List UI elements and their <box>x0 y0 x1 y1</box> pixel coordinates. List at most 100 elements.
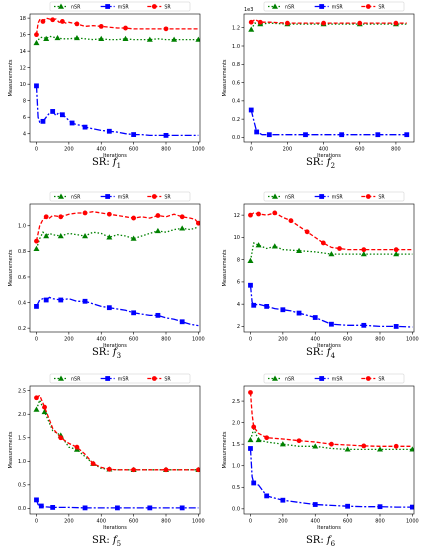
chart-caption: SR: f3 <box>0 347 213 360</box>
series-line-SR <box>249 392 413 447</box>
marker-mSR <box>254 129 260 135</box>
y-tick-label: 18 <box>20 16 26 22</box>
y-tick-label: 6 <box>23 115 26 121</box>
legend-marker-SR <box>151 4 157 9</box>
y-tick-label: 10 <box>234 235 240 241</box>
marker-SR <box>248 19 254 25</box>
x-tick-label: 400 <box>96 337 106 343</box>
marker-nSR <box>296 247 303 253</box>
series-line-mSR <box>35 85 199 137</box>
legend-label-mSR: mSR <box>332 376 344 382</box>
marker-nSR <box>247 257 254 263</box>
marker-SR <box>155 213 161 218</box>
marker-SR <box>34 395 39 401</box>
marker-mSR <box>280 497 286 503</box>
marker-nSR <box>344 446 351 452</box>
marker-SR <box>34 238 39 244</box>
legend-marker-nSR <box>58 193 64 199</box>
caption-subscript: 3 <box>116 352 122 360</box>
marker-mSR <box>345 503 351 509</box>
marker-mSR <box>50 109 56 114</box>
marker-SR <box>393 247 399 253</box>
x-tick-label: 1000 <box>192 147 205 153</box>
y-tick-label: 4 <box>23 132 26 138</box>
chart-panel-3: 0 200 400 600 800 1000 0.2 0.4 0.6 0.8 1.0 Iteratio… <box>0 190 213 373</box>
series-nSR <box>33 225 199 251</box>
marker-SR <box>43 214 49 220</box>
series-mSR <box>248 282 413 329</box>
marker-mSR <box>58 297 64 303</box>
marker-mSR <box>163 132 169 138</box>
x-axis-label: Iterations <box>103 525 127 531</box>
series-line-SR <box>35 17 199 35</box>
marker-SR <box>179 214 185 220</box>
marker-SR <box>34 32 39 38</box>
y-tick-label: 0.8 <box>232 62 240 68</box>
y-tick-label: 0.0 <box>232 507 240 513</box>
y-tick-label: 1.2 <box>232 26 240 32</box>
chart-panel-6: 0 200 400 600 800 1000 0.0 0.5 1.0 1.5 2.0 2.5 Itera… <box>214 372 427 555</box>
marker-SR <box>248 212 253 218</box>
marker-mSR <box>34 304 39 309</box>
marker-SR <box>272 210 278 216</box>
series-nSR <box>33 34 200 46</box>
marker-mSR <box>115 505 120 511</box>
marker-SR <box>361 443 367 449</box>
x-tick-label: 600 <box>129 519 139 525</box>
marker-SR <box>163 26 169 32</box>
marker-mSR <box>329 321 334 327</box>
marker-nSR <box>279 441 286 447</box>
x-tick-label: 200 <box>278 337 288 343</box>
caption-function: f <box>112 157 117 168</box>
marker-mSR <box>82 124 88 130</box>
y-tick-label: 2 <box>237 324 240 330</box>
marker-nSR <box>146 36 153 42</box>
chart-svg: 0 200 400 600 800 1000 0.0 0.5 1.0 1.5 2.0 2.5 Itera… <box>8 373 205 531</box>
marker-SR <box>357 20 363 26</box>
caption-prefix: SR: <box>91 347 113 358</box>
y-tick-label: 16 <box>20 32 26 38</box>
x-tick-label: 400 <box>319 147 329 153</box>
series-SR <box>34 394 200 473</box>
caption-prefix: SR: <box>305 347 327 358</box>
y-tick-label: 1.0 <box>232 464 240 470</box>
marker-mSR <box>131 310 137 316</box>
legend-label-mSR: mSR <box>118 376 130 382</box>
marker-nSR <box>33 245 40 251</box>
x-tick-label: 600 <box>129 147 139 153</box>
marker-mSR <box>59 112 65 118</box>
series-mSR <box>34 497 199 511</box>
marker-nSR <box>43 233 50 239</box>
x-tick-label: 1000 <box>406 337 419 343</box>
x-tick-label: 1000 <box>192 519 205 525</box>
marker-mSR <box>375 132 381 138</box>
chart-caption: SR: f1 <box>0 157 213 170</box>
marker-nSR <box>255 242 262 248</box>
caption-subscript: 5 <box>116 540 122 548</box>
marker-mSR <box>82 298 88 304</box>
legend-marker-mSR <box>319 4 325 9</box>
legend-marker-mSR <box>105 376 111 381</box>
marker-SR <box>106 211 112 217</box>
series-nSR <box>247 242 413 263</box>
marker-nSR <box>312 443 319 449</box>
y-tick-label: 8 <box>23 99 26 105</box>
marker-mSR <box>248 446 253 451</box>
marker-mSR <box>106 128 112 134</box>
marker-SR <box>74 21 80 27</box>
legend: nSR mSR SR <box>49 1 191 12</box>
chart-panel-2: 0 200 400 600 800 0.0 0.2 0.4 0.6 0.8 1.0 1.2 Iterat… <box>214 0 427 183</box>
y-tick-label: 1.0 <box>232 44 240 50</box>
marker-nSR <box>409 446 414 452</box>
legend-marker-mSR <box>319 376 325 381</box>
series-line-mSR <box>35 296 199 327</box>
caption-subscript: 2 <box>330 162 336 170</box>
y-tick-label: 0.4 <box>232 99 240 105</box>
y-tick-label: 1.5 <box>232 442 240 448</box>
caption-prefix: SR: <box>305 157 327 168</box>
legend-marker-nSR <box>272 3 278 9</box>
series-line-mSR <box>249 285 413 328</box>
legend-marker-SR <box>151 376 157 381</box>
legend-marker-SR <box>365 194 371 199</box>
marker-SR <box>296 438 302 444</box>
